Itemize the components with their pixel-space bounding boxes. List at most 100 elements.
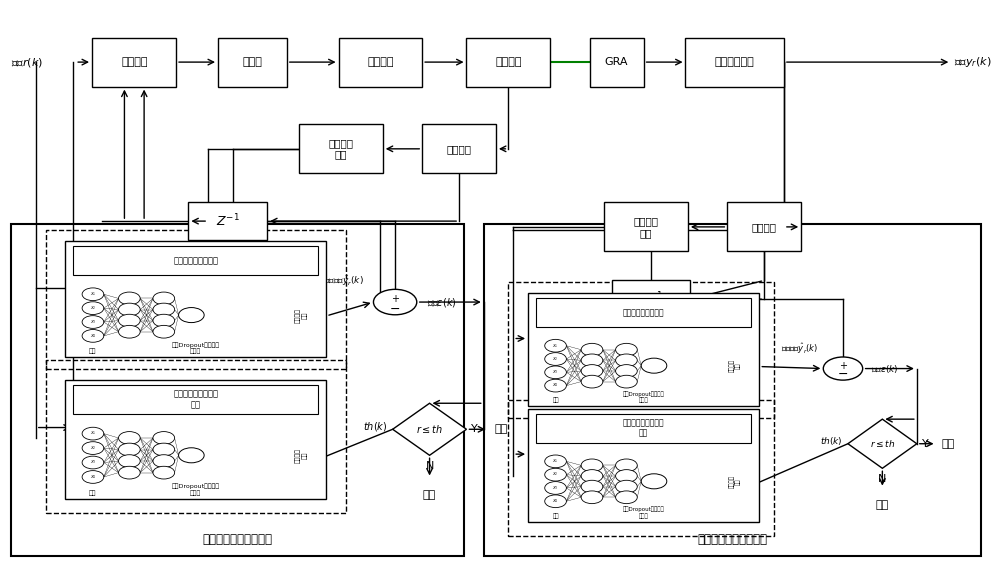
Text: 输入: 输入 [89, 349, 97, 354]
FancyBboxPatch shape [528, 293, 759, 406]
Text: $X_4$: $X_4$ [90, 332, 96, 340]
Text: $r\leq th$: $r\leq th$ [870, 438, 895, 449]
Text: 稀疏Dropout降噪自动
编码器: 稀疏Dropout降噪自动 编码器 [172, 483, 220, 496]
Circle shape [153, 455, 175, 468]
Text: 输入: 输入 [552, 513, 559, 519]
Circle shape [119, 292, 140, 305]
Text: 深度学习自适应阈值
网络: 深度学习自适应阈值 网络 [623, 418, 664, 438]
FancyBboxPatch shape [727, 202, 801, 252]
Text: 伺服阀: 伺服阀 [242, 57, 262, 67]
Text: 残差$\varepsilon(k)$: 残差$\varepsilon(k)$ [871, 363, 898, 375]
Polygon shape [848, 419, 917, 468]
Circle shape [823, 357, 863, 380]
FancyBboxPatch shape [422, 124, 496, 173]
Circle shape [179, 307, 204, 322]
Text: 稀疏Dropout降噪自动
编码器: 稀疏Dropout降噪自动 编码器 [172, 342, 220, 354]
Text: $X_1$: $X_1$ [552, 342, 559, 350]
Text: 深度学习故障观测器: 深度学习故障观测器 [623, 308, 664, 317]
Text: 逻辑斯蒂
回归: 逻辑斯蒂 回归 [296, 448, 308, 463]
FancyBboxPatch shape [528, 409, 759, 522]
Text: 角位移传
感器: 角位移传 感器 [328, 138, 353, 160]
FancyBboxPatch shape [92, 38, 176, 87]
Text: 液压马达: 液压马达 [367, 57, 394, 67]
Text: 外回路自适应故障检测: 外回路自适应故障检测 [697, 533, 767, 546]
Text: $X_1$: $X_1$ [552, 458, 559, 465]
Circle shape [581, 480, 603, 493]
Text: $Z^{-1}$: $Z^{-1}$ [216, 213, 240, 229]
Circle shape [616, 459, 637, 472]
FancyBboxPatch shape [65, 380, 326, 498]
Circle shape [545, 495, 566, 508]
Circle shape [616, 365, 637, 377]
Circle shape [616, 343, 637, 356]
Text: 小减速器: 小减速器 [752, 222, 777, 232]
Text: $X_3$: $X_3$ [552, 368, 559, 376]
Text: $th(k)$: $th(k)$ [820, 435, 843, 447]
Text: 残差$\varepsilon(k)$: 残差$\varepsilon(k)$ [427, 296, 456, 309]
Text: $r\leq th$: $r\leq th$ [416, 424, 443, 435]
Polygon shape [393, 403, 466, 456]
Circle shape [119, 467, 140, 479]
Circle shape [119, 443, 140, 456]
Text: $X_3$: $X_3$ [90, 318, 96, 326]
Text: 估计输出$\hat{y}_r(k)$: 估计输出$\hat{y}_r(k)$ [324, 273, 364, 288]
FancyBboxPatch shape [612, 281, 690, 318]
FancyBboxPatch shape [188, 202, 267, 240]
Circle shape [119, 455, 140, 468]
Text: $X_4$: $X_4$ [90, 473, 96, 480]
FancyBboxPatch shape [218, 38, 287, 87]
Circle shape [82, 315, 104, 328]
Text: 深度学习自适应阈值
网络: 深度学习自适应阈值 网络 [173, 389, 218, 409]
FancyBboxPatch shape [299, 124, 383, 173]
Text: 正常: 正常 [494, 424, 507, 434]
Circle shape [545, 339, 566, 352]
Circle shape [153, 443, 175, 456]
FancyBboxPatch shape [604, 202, 688, 252]
Circle shape [545, 482, 566, 494]
Text: $X_2$: $X_2$ [552, 355, 559, 363]
Text: 故障: 故障 [423, 490, 436, 500]
Text: 故障: 故障 [876, 500, 889, 510]
Circle shape [119, 314, 140, 327]
FancyBboxPatch shape [590, 38, 644, 87]
FancyBboxPatch shape [65, 241, 326, 357]
Text: $X_1$: $X_1$ [90, 430, 96, 437]
Text: 角位移传
感器: 角位移传 感器 [634, 216, 659, 238]
Circle shape [153, 467, 175, 479]
Circle shape [545, 366, 566, 379]
FancyBboxPatch shape [466, 38, 550, 87]
Circle shape [616, 491, 637, 504]
Text: $X_3$: $X_3$ [552, 484, 559, 492]
Circle shape [616, 375, 637, 388]
Text: 逻辑斯蒂
回归: 逻辑斯蒂 回归 [729, 359, 741, 372]
Circle shape [581, 343, 603, 356]
Text: +: + [839, 361, 847, 371]
Text: −: − [390, 303, 400, 315]
Text: −: − [838, 368, 848, 381]
Text: $X_1$: $X_1$ [90, 290, 96, 298]
Circle shape [82, 329, 104, 342]
Circle shape [153, 325, 175, 338]
Text: 逻辑斯蒂
回归: 逻辑斯蒂 回归 [296, 307, 308, 322]
Text: 稀疏Dropout降噪自动
编码器: 稀疏Dropout降噪自动 编码器 [623, 391, 665, 403]
Circle shape [82, 456, 104, 469]
Circle shape [153, 292, 175, 305]
Text: 逻辑斯蒂
回归: 逻辑斯蒂 回归 [729, 475, 741, 488]
Text: N: N [878, 474, 887, 484]
Circle shape [82, 302, 104, 314]
FancyBboxPatch shape [73, 246, 318, 275]
Circle shape [641, 358, 667, 373]
Circle shape [545, 379, 566, 392]
Circle shape [153, 432, 175, 444]
Text: GRA: GRA [605, 57, 628, 67]
Text: 内回路自适应故障检测: 内回路自适应故障检测 [203, 533, 273, 546]
Text: +: + [391, 294, 399, 304]
Circle shape [616, 469, 637, 482]
Text: $Z^{-1}$: $Z^{-1}$ [639, 291, 663, 307]
Text: 旋转作动机构: 旋转作动机构 [715, 57, 755, 67]
Text: 减速机构: 减速机构 [495, 57, 522, 67]
Circle shape [153, 314, 175, 327]
Text: Y: Y [471, 424, 478, 434]
Text: $X_4$: $X_4$ [552, 497, 559, 505]
Circle shape [616, 354, 637, 367]
